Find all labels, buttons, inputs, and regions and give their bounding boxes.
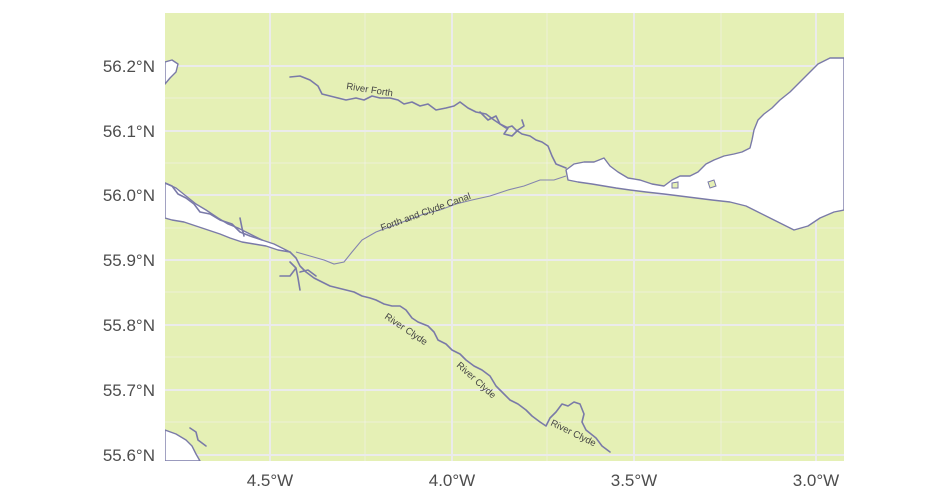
- river-clyde-tributaries: [279, 261, 317, 291]
- clyde-coast-north: [165, 182, 263, 241]
- y-axis: 56.2°N 56.1°N 56.0°N 55.9°N 55.8°N 55.7°…: [103, 57, 155, 465]
- y-tick-label: 55.7°N: [103, 381, 155, 400]
- land-area: [165, 13, 844, 461]
- y-tick-label: 56.2°N: [103, 57, 155, 76]
- x-tick-label: 4.5°W: [247, 471, 293, 490]
- x-tick-label: 3.0°W: [793, 471, 839, 490]
- major-grid: [165, 13, 844, 461]
- y-tick-label: 55.6°N: [103, 446, 155, 465]
- firth-of-forth: [565, 57, 844, 231]
- x-axis: 4.5°W 4.0°W 3.5°W 3.0°W: [247, 471, 839, 490]
- river-clyde-line: [289, 251, 611, 453]
- coast-bottom-left-inlet: [189, 427, 207, 447]
- minor-grid: [165, 13, 844, 461]
- clyde-tributary: [239, 217, 245, 237]
- coast-top-left: [165, 59, 179, 85]
- y-tick-label: 55.8°N: [103, 316, 155, 335]
- forth-and-clyde-canal-line: [295, 175, 567, 265]
- y-tick-label: 55.9°N: [103, 251, 155, 270]
- x-tick-label: 3.5°W: [611, 471, 657, 490]
- forth-island: [707, 179, 717, 189]
- coast-bottom-left: [165, 429, 201, 461]
- river-forth-line: [289, 75, 567, 169]
- river-forth-meanders: [479, 111, 525, 137]
- y-tick-label: 56.1°N: [103, 122, 155, 141]
- y-tick-label: 56.0°N: [103, 186, 155, 205]
- x-tick-label: 4.0°W: [429, 471, 475, 490]
- forth-island-2: [671, 181, 679, 189]
